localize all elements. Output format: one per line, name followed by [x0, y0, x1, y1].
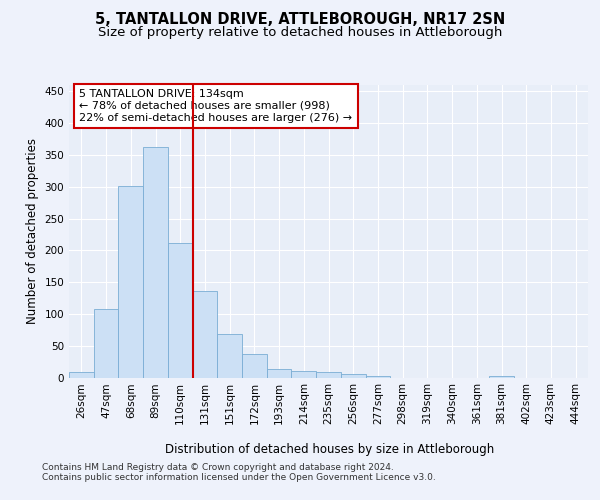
Bar	[193, 291, 217, 378]
Text: Contains HM Land Registry data © Crown copyright and database right 2024.
Contai: Contains HM Land Registry data © Crown c…	[42, 462, 436, 482]
Text: 5, TANTALLON DRIVE, ATTLEBOROUGH, NR17 2SN: 5, TANTALLON DRIVE, ATTLEBOROUGH, NR17 2…	[95, 12, 505, 28]
Bar	[242, 354, 267, 378]
Bar	[217, 334, 242, 378]
Bar	[168, 242, 193, 378]
Bar	[341, 374, 365, 378]
Bar	[118, 186, 143, 378]
Text: 5 TANTALLON DRIVE: 134sqm
← 78% of detached houses are smaller (998)
22% of semi: 5 TANTALLON DRIVE: 134sqm ← 78% of detac…	[79, 90, 353, 122]
Bar	[489, 376, 514, 378]
Bar	[94, 309, 118, 378]
Bar	[143, 148, 168, 378]
Bar	[316, 372, 341, 378]
Text: Distribution of detached houses by size in Attleborough: Distribution of detached houses by size …	[166, 442, 494, 456]
Y-axis label: Number of detached properties: Number of detached properties	[26, 138, 39, 324]
Bar	[267, 369, 292, 378]
Bar	[292, 371, 316, 378]
Text: Size of property relative to detached houses in Attleborough: Size of property relative to detached ho…	[98, 26, 502, 39]
Bar	[69, 372, 94, 378]
Bar	[365, 376, 390, 378]
